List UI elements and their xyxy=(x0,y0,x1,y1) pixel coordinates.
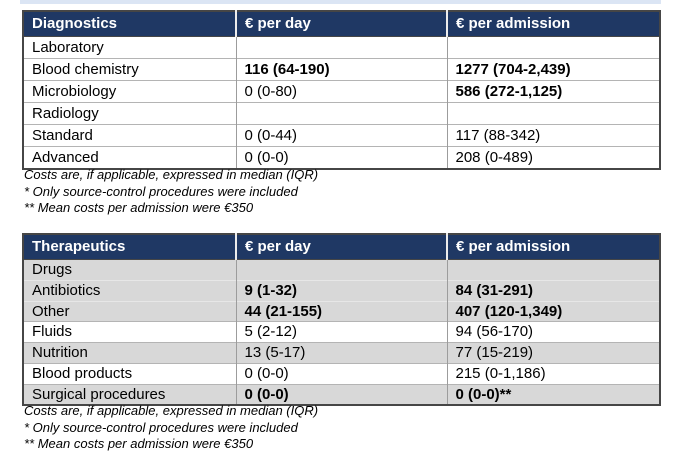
per-day-value xyxy=(235,102,447,125)
row-label: Advanced xyxy=(23,146,236,169)
per-day-value: 0 (0-44) xyxy=(235,124,447,147)
per-admission-value xyxy=(446,102,660,125)
per-day-value: 0 (0-0) xyxy=(235,362,447,384)
table-row: Laboratory xyxy=(23,36,660,59)
table-row: Advanced 0 (0-0) 208 (0-489) xyxy=(23,146,660,169)
table-row: Blood products 0 (0-0) 215 (0-1,186) xyxy=(23,362,660,384)
therapeutics-title: Therapeutics xyxy=(23,234,236,260)
therapeutics-table: Therapeutics € per day € per admission D… xyxy=(22,233,661,407)
per-day-value: 5 (2-12) xyxy=(235,321,447,343)
footnote-median-iqr: Costs are, if applicable, expressed in m… xyxy=(24,167,319,182)
col-header-per-day: € per day xyxy=(235,234,447,260)
col-header-per-day: € per day xyxy=(235,11,447,37)
per-admission-value xyxy=(446,259,660,281)
row-label: Antibiotics xyxy=(23,279,236,301)
footnote-mean-costs: ** Mean costs per admission were €350 xyxy=(24,436,254,451)
row-label: Blood products xyxy=(23,362,236,384)
row-label: Nutrition xyxy=(23,342,236,364)
row-label: Fluids xyxy=(23,321,236,343)
therapeutics-header-row: Therapeutics € per day € per admission xyxy=(23,234,660,260)
per-admission-value: 117 (88-342) xyxy=(446,124,660,147)
row-label: Microbiology xyxy=(23,80,236,103)
per-day-value: 0 (0-80) xyxy=(235,80,447,103)
per-admission-value: 77 (15-219) xyxy=(446,342,660,364)
row-label: Laboratory xyxy=(23,36,236,59)
row-label: Radiology xyxy=(23,102,236,125)
table-row: Standard 0 (0-44) 117 (88-342) xyxy=(23,124,660,147)
row-label: Blood chemistry xyxy=(23,58,236,81)
therapeutics-footnotes: Costs are, if applicable, expressed in m… xyxy=(24,403,654,453)
table-row: Drugs xyxy=(23,259,660,281)
per-admission-value: 407 (120-1,349) xyxy=(446,300,660,322)
footnote-median-iqr: Costs are, if applicable, expressed in m… xyxy=(24,403,319,418)
per-day-value: 0 (0-0) xyxy=(235,383,447,406)
per-day-value: 13 (5-17) xyxy=(235,342,447,364)
diagnostics-title: Diagnostics xyxy=(23,11,236,37)
per-admission-value: 208 (0-489) xyxy=(446,146,660,169)
per-day-value xyxy=(235,36,447,59)
per-admission-value: 586 (272-1,125) xyxy=(446,80,660,103)
per-day-value: 0 (0-0) xyxy=(235,146,447,169)
per-admission-value: 0 (0-0)** xyxy=(446,383,660,406)
table-row: Radiology xyxy=(23,102,660,125)
row-label: Surgical procedures xyxy=(23,383,236,406)
diagnostics-footnotes: Costs are, if applicable, expressed in m… xyxy=(24,167,654,217)
footnote-source-control: * Only source-control procedures were in… xyxy=(24,183,298,199)
row-label: Standard xyxy=(23,124,236,147)
per-day-value: 116 (64-190) xyxy=(235,58,447,81)
row-label: Drugs xyxy=(23,259,236,281)
per-admission-value: 94 (56-170) xyxy=(446,321,660,343)
per-admission-value: 84 (31-291) xyxy=(446,279,660,301)
table-row: Microbiology 0 (0-80) 586 (272-1,125) xyxy=(23,80,660,103)
per-day-value: 44 (21-155) xyxy=(235,300,447,322)
per-day-value: 9 (1-32) xyxy=(235,279,447,301)
col-header-per-admission: € per admission xyxy=(446,11,660,37)
diagnostics-header-row: Diagnostics € per day € per admission xyxy=(23,11,660,37)
per-admission-value xyxy=(446,36,660,59)
table-row: Other 44 (21-155) 407 (120-1,349) xyxy=(23,300,660,322)
table-row: Antibiotics 9 (1-32) 84 (31-291) xyxy=(23,279,660,301)
table-row: Fluids 5 (2-12) 94 (56-170) xyxy=(23,321,660,343)
footnote-source-control: * Only source-control procedures were in… xyxy=(24,419,298,435)
row-label: Other xyxy=(23,300,236,322)
per-day-value xyxy=(235,259,447,281)
col-header-per-admission: € per admission xyxy=(446,234,660,260)
footnote-mean-costs: ** Mean costs per admission were €350 xyxy=(24,200,254,215)
per-admission-value: 1277 (704-2,439) xyxy=(446,58,660,81)
table-row: Surgical procedures 0 (0-0) 0 (0-0)** xyxy=(23,383,660,406)
table-row: Nutrition 13 (5-17) 77 (15-219) xyxy=(23,342,660,364)
per-admission-value: 215 (0-1,186) xyxy=(446,362,660,384)
table-row: Blood chemistry 116 (64-190) 1277 (704-2… xyxy=(23,58,660,81)
diagnostics-table: Diagnostics € per day € per admission La… xyxy=(22,10,661,170)
top-edge-artifact xyxy=(20,0,661,4)
